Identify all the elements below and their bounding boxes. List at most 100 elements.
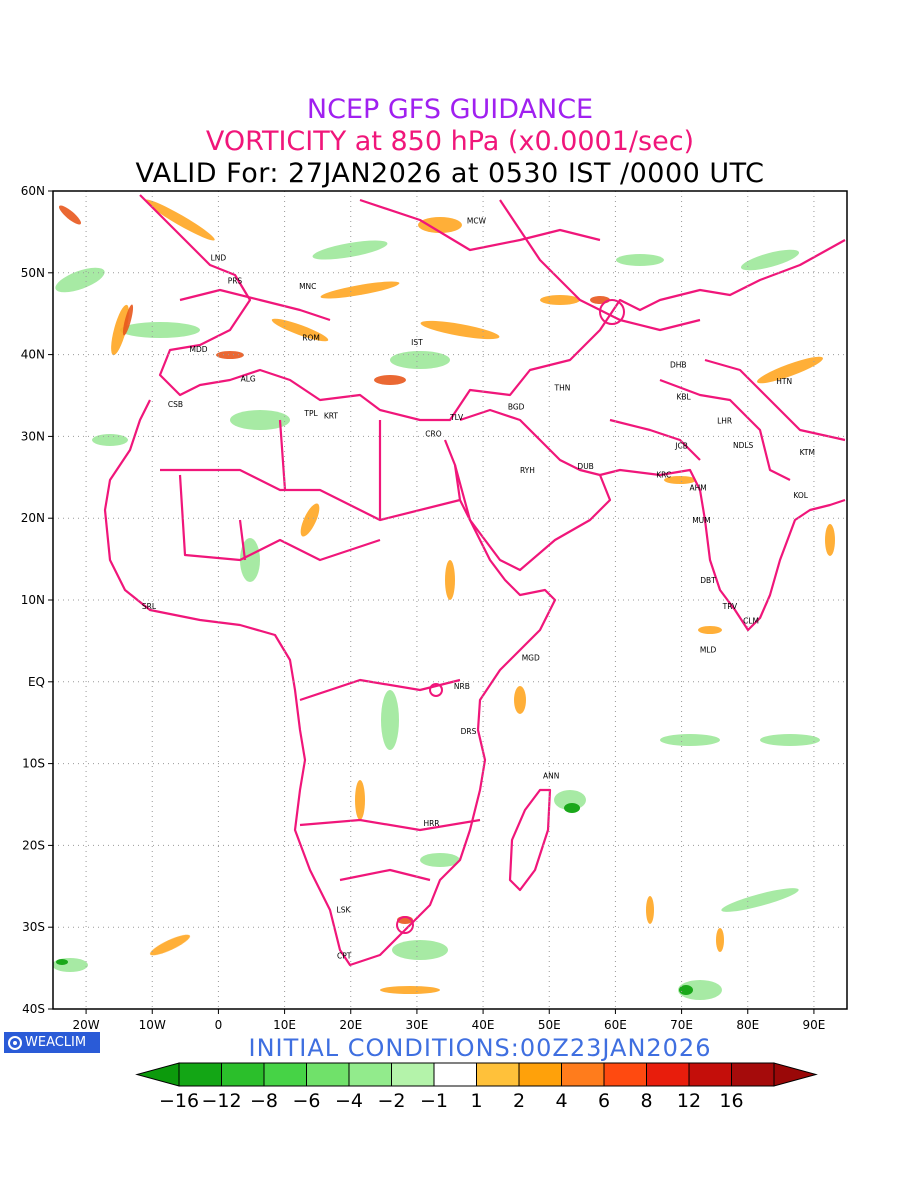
colorbar-swatch	[688, 1062, 732, 1087]
city-label-rom: ROM	[302, 334, 320, 343]
colorbar-label: −8	[250, 1090, 278, 1112]
colorbar-label: −12	[201, 1090, 241, 1112]
lat-tick-label: 40S	[22, 1002, 45, 1016]
lat-tick-label: 30N	[21, 429, 45, 443]
title-line-1: NCEP GFS GUIDANCE	[306, 94, 594, 125]
lon-tick-label: 20E	[339, 1018, 362, 1032]
colorbar-swatch	[221, 1062, 265, 1087]
colorbar-label: −6	[292, 1090, 320, 1112]
city-label-tlv: TLV	[449, 413, 464, 422]
lat-tick-label: 40N	[21, 348, 45, 362]
lat-tick-label: EQ	[28, 675, 45, 689]
city-label-ist: IST	[411, 338, 423, 347]
city-label-krt: KRT	[324, 411, 339, 420]
colorbar-label: 1	[470, 1090, 482, 1112]
colorbar-swatch	[348, 1062, 392, 1087]
lon-tick-label: 0	[215, 1018, 223, 1032]
city-label-ktm: KTM	[800, 448, 815, 457]
city-label-jcb: JCB	[674, 442, 688, 451]
city-label-ndls: NDLS	[733, 441, 754, 450]
colorbar-left-arrow	[135, 1062, 180, 1087]
colorbar-swatch	[433, 1062, 477, 1087]
colorbar-swatch	[518, 1062, 562, 1087]
city-label-mdd: MDD	[190, 345, 208, 354]
city-label-htn: HTN	[776, 377, 792, 386]
colorbar-swatch	[603, 1062, 647, 1087]
city-label-drs: DRS	[461, 727, 477, 736]
colorbar-swatch	[391, 1062, 435, 1087]
valid-time-line: VALID For: 27JAN2026 at 0530 IST /0000 U…	[135, 158, 765, 189]
city-label-alg: ALG	[241, 375, 256, 384]
colorbar-label: 2	[513, 1090, 525, 1112]
title-line-2: VORTICITY at 850 hPa (x0.0001/sec)	[205, 126, 695, 157]
city-label-csb: CSB	[168, 400, 183, 409]
colorbar-label: 8	[640, 1090, 652, 1112]
initial-conditions-label: INITIAL CONDITIONS:00Z23JAN2026	[248, 1034, 712, 1062]
colorbar-swatch	[731, 1062, 775, 1087]
colorbar-label: −2	[377, 1090, 405, 1112]
lon-tick-label: 30E	[405, 1018, 428, 1032]
lon-tick-label: 70E	[670, 1018, 693, 1032]
city-label-ryh: RYH	[520, 466, 535, 475]
city-label-mum: MUM	[692, 516, 710, 525]
city-label-clm: CLM	[743, 617, 759, 626]
lon-tick-label: 10W	[139, 1018, 166, 1032]
city-label-mld: MLD	[700, 645, 717, 654]
colorbar-swatch	[306, 1062, 350, 1087]
city-label-ann: ANN	[543, 771, 559, 780]
colorbar-label: 6	[598, 1090, 610, 1112]
city-label-krc: KRC	[656, 470, 671, 479]
city-label-trv: TRV	[722, 602, 738, 611]
axis-ticks: 60N 50N 40N 30N 20N 10N EQ 10S 20S 30S 40S 20W 10W 0 1…	[21, 184, 826, 1032]
lon-tick-label: 60E	[604, 1018, 627, 1032]
lat-tick-label: 10N	[21, 593, 45, 607]
city-label-nrb: NRB	[454, 682, 470, 691]
lon-tick-label: 50E	[538, 1018, 561, 1032]
city-labels: MCW LND PRS MNC MDD ROM IST ALG CSB TPL KRT TLV CRO B…	[142, 217, 815, 961]
city-label-hrr: HRR	[423, 819, 439, 828]
lat-tick-label: 10S	[22, 757, 45, 771]
lon-tick-label: 10E	[273, 1018, 296, 1032]
colorbar-label: −1	[420, 1090, 448, 1112]
city-label-thn: THN	[554, 384, 571, 393]
city-label-mgd: MGD	[522, 654, 540, 663]
city-label-bgd: BGD	[508, 402, 525, 411]
colorbar-label: 12	[677, 1090, 701, 1112]
city-label-prs: PRS	[228, 276, 243, 285]
vorticity-field-layer	[53, 194, 846, 1000]
colorbar-swatch	[646, 1062, 690, 1087]
lat-tick-label: 20N	[21, 511, 45, 525]
city-label-dbt: DBT	[700, 576, 716, 585]
colorbar-swatch	[178, 1062, 222, 1087]
city-label-mcw: MCW	[467, 217, 487, 226]
city-label-tpl: TPL	[303, 409, 318, 418]
brand-name: WEACLIM	[25, 1035, 87, 1050]
colorbar-label: −4	[335, 1090, 363, 1112]
colorbar-label: 4	[555, 1090, 567, 1112]
city-label-cpt: CPT	[337, 951, 352, 960]
lat-tick-label: 50N	[21, 266, 45, 280]
colorbar: −16 −12 −8 −6 −4 −2 −1 1 2 4 6 8 12 16	[135, 1062, 818, 1112]
colorbar-label: −16	[159, 1090, 199, 1112]
weaclim-logo: WEACLIM	[4, 1032, 100, 1053]
city-label-kbl: KBL	[676, 393, 691, 402]
city-label-dhb: DHB	[670, 361, 687, 370]
city-label-lhr: LHR	[717, 416, 732, 425]
city-label-kol: KOL	[793, 491, 808, 500]
city-label-ahm: AHM	[690, 483, 707, 492]
lon-tick-label: 80E	[736, 1018, 759, 1032]
city-label-mnc: MNC	[299, 282, 316, 291]
city-label-dub: DUB	[577, 462, 593, 471]
lon-tick-label: 20W	[73, 1018, 100, 1032]
globe-icon	[8, 1035, 22, 1050]
lat-tick-label: 20S	[22, 838, 45, 852]
city-label-cro: CRO	[425, 429, 441, 438]
colorbar-right-arrow	[773, 1062, 818, 1087]
lat-tick-label: 60N	[21, 184, 45, 198]
colorbar-label: 16	[719, 1090, 743, 1112]
lon-tick-label: 90E	[802, 1018, 825, 1032]
lat-tick-label: 30S	[22, 920, 45, 934]
city-label-lsk: LSK	[337, 905, 352, 914]
colorbar-swatch	[263, 1062, 307, 1087]
